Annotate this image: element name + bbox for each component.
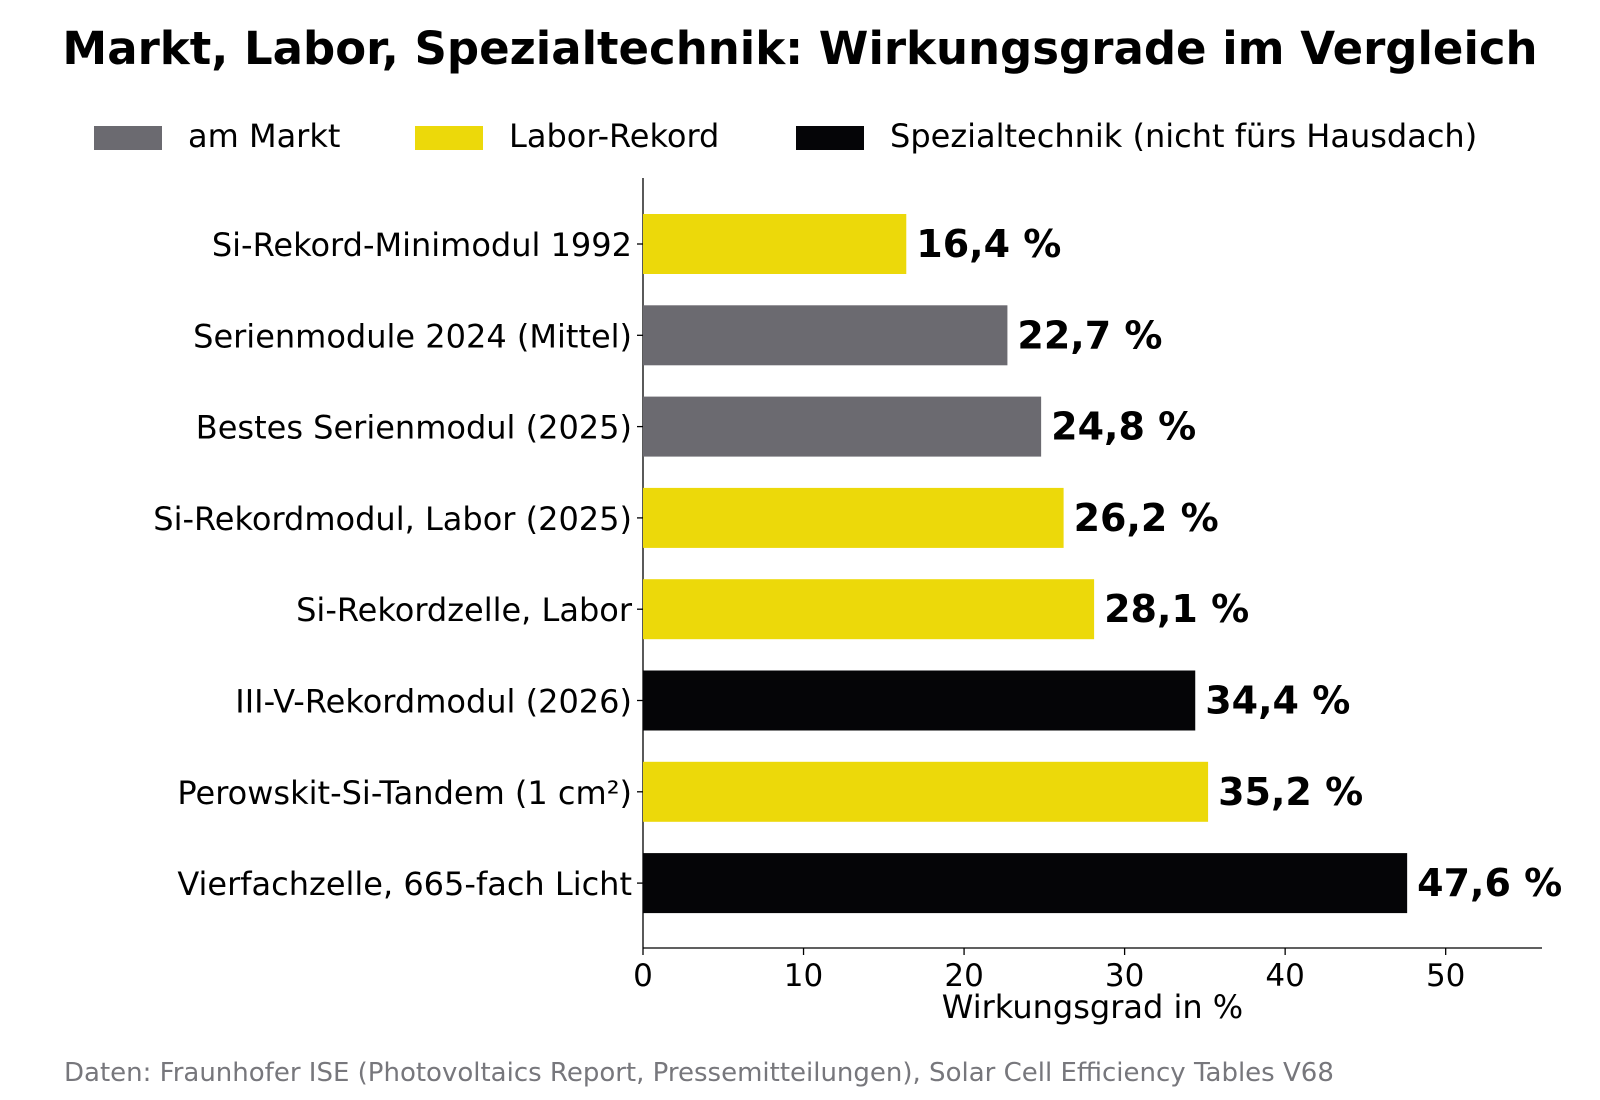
legend-label-spezialtechnik: Spezialtechnik (nicht fürs Hausdach) [890, 117, 1478, 155]
y-tick-label: Vierfachzelle, 665-fach Licht [177, 865, 632, 903]
data-label: 47,6 % [1417, 861, 1562, 905]
x-axis-label: Wirkungsgrad in % [942, 988, 1243, 1026]
bar [643, 396, 1042, 457]
x-tick-label: 40 [1265, 958, 1304, 994]
chart-title: Markt, Labor, Spezialtechnik: Wirkungsgr… [62, 22, 1538, 75]
y-tick-label: Si-Rekord-Minimodul 1992 [212, 226, 632, 264]
y-tick-label: Bestes Serienmodul (2025) [196, 409, 632, 447]
bar [643, 487, 1064, 548]
data-label: 34,4 % [1205, 679, 1350, 723]
data-label: 22,7 % [1017, 313, 1162, 357]
y-tick-label: Perowskit-Si-Tandem (1 cm²) [177, 774, 632, 812]
bar [643, 214, 907, 274]
y-tick-label: Serienmodule 2024 (Mittel) [193, 317, 632, 355]
legend-label-am-markt: am Markt [188, 117, 341, 155]
data-label: 28,1 % [1104, 587, 1249, 631]
bar [643, 579, 1095, 640]
legend-swatch-labor-rekord [415, 126, 483, 150]
x-tick-label: 30 [1105, 958, 1144, 994]
legend-swatch-am-markt [94, 126, 162, 150]
bar [643, 305, 1008, 366]
data-label: 35,2 % [1218, 770, 1363, 814]
bar [643, 670, 1196, 731]
bar [643, 853, 1408, 914]
legend: am Markt Labor-Rekord Spezialtechnik (ni… [0, 112, 1600, 162]
x-tick-label: 50 [1426, 958, 1465, 994]
x-tick-label: 0 [633, 958, 653, 994]
data-label: 26,2 % [1074, 496, 1219, 540]
y-tick-label: Si-Rekordzelle, Labor [296, 591, 633, 629]
y-tick-label: Si-Rekordmodul, Labor (2025) [153, 500, 632, 538]
bar [643, 761, 1209, 822]
x-tick-label: 10 [784, 958, 823, 994]
source-note: Daten: Fraunhofer ISE (Photovoltaics Rep… [64, 1058, 1334, 1088]
y-tick-label: III-V-Rekordmodul (2026) [235, 683, 632, 721]
legend-swatch-spezialtechnik [796, 126, 864, 150]
bar-chart: 16,4 % Si-Rekord-Minimodul 1992 22,7 % Seri… [153, 178, 1562, 1026]
x-tick-label: 20 [944, 958, 983, 994]
data-label: 24,8 % [1051, 405, 1196, 449]
legend-label-labor-rekord: Labor-Rekord [509, 117, 720, 155]
data-label: 16,4 % [916, 222, 1061, 266]
